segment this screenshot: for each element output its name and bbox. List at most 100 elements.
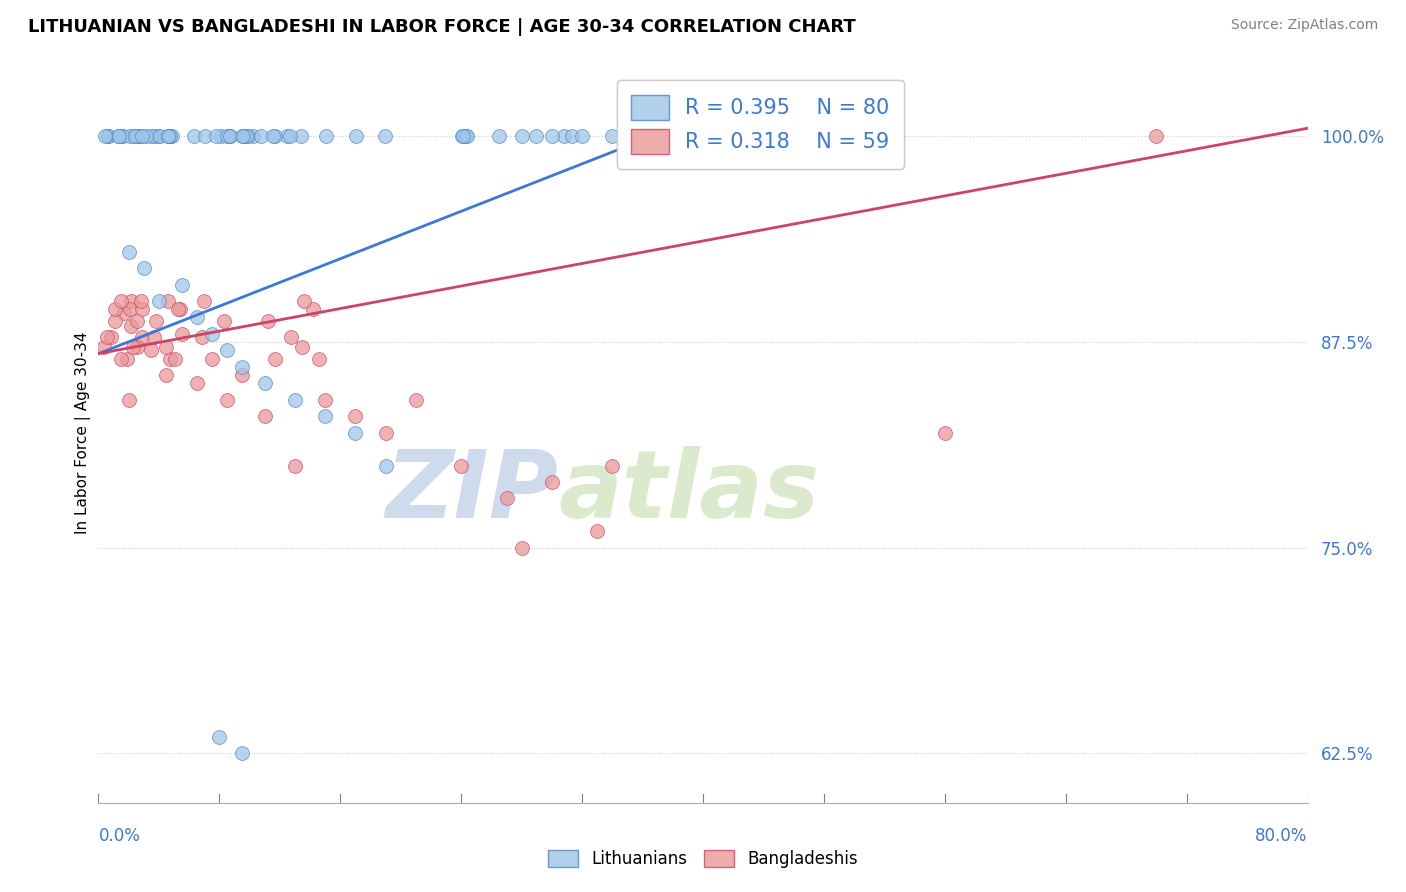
Point [235,129,257,144]
Point [540,475,562,489]
Point [191,330,214,344]
Point [602,458,624,473]
Text: 80.0%: 80.0% [1256,828,1308,846]
Point [170,277,193,292]
Point [450,458,472,473]
Point [561,129,583,144]
Point [263,351,285,366]
Point [231,359,253,374]
Point [586,524,609,539]
Point [204,129,226,144]
Point [451,129,474,144]
Point [257,314,280,328]
Point [253,409,276,424]
Point [315,129,337,144]
Point [121,293,143,308]
Point [290,129,312,144]
Point [488,129,510,144]
Point [129,129,152,144]
Point [120,318,142,333]
Legend: R = 0.395    N = 80, R = 0.318    N = 59: R = 0.395 N = 80, R = 0.318 N = 59 [617,80,904,169]
Point [183,129,205,144]
Point [201,326,224,341]
Point [238,129,260,144]
Point [96,330,118,344]
Point [131,330,153,344]
Point [131,293,153,308]
Point [170,326,193,341]
Point [122,129,145,144]
Point [211,129,233,144]
Point [253,376,276,391]
Point [201,351,224,366]
Point [162,129,184,144]
Point [157,293,180,308]
Point [291,340,314,354]
Point [131,129,153,144]
Point [159,351,181,366]
Point [231,747,253,761]
Point [454,129,477,144]
Point [212,314,235,328]
Point [292,293,315,308]
Point [107,129,129,144]
Point [510,541,533,555]
Point [219,129,242,144]
Point [118,392,141,407]
Point [110,293,132,308]
Point [110,351,132,366]
Point [165,351,187,366]
Point [276,129,298,144]
Point [284,458,307,473]
Point [111,129,134,144]
Text: LITHUANIAN VS BANGLADESHI IN LABOR FORCE | AGE 30-34 CORRELATION CHART: LITHUANIAN VS BANGLADESHI IN LABOR FORCE… [28,18,856,36]
Point [302,302,325,317]
Point [314,409,336,424]
Point [186,310,208,325]
Point [495,491,517,506]
Text: atlas: atlas [558,446,820,538]
Point [135,129,157,144]
Point [131,302,153,317]
Point [166,302,188,317]
Point [127,340,149,354]
Point [308,351,330,366]
Point [112,305,135,319]
Point [93,340,115,354]
Point [233,129,256,144]
Point [344,129,367,144]
Point [1144,129,1167,144]
Point [284,392,307,407]
Point [141,343,163,358]
Point [344,409,367,424]
Point [112,129,135,144]
Point [194,129,217,144]
Point [571,129,593,144]
Point [143,330,166,344]
Point [242,129,264,144]
Point [124,129,146,144]
Point [118,129,141,144]
Point [616,129,638,144]
Point [143,129,166,144]
Point [120,302,142,317]
Text: Source: ZipAtlas.com: Source: ZipAtlas.com [1230,18,1378,32]
Point [141,129,163,144]
Point [215,392,238,407]
Point [149,129,172,144]
Point [128,129,150,144]
Point [451,129,474,144]
Point [148,293,170,308]
Point [148,129,170,144]
Point [344,425,367,440]
Point [93,129,115,144]
Point [127,129,149,144]
Point [231,129,253,144]
Point [280,330,302,344]
Point [156,129,179,144]
Point [155,340,177,354]
Point [314,392,336,407]
Point [103,302,125,317]
Point [232,129,254,144]
Point [374,425,396,440]
